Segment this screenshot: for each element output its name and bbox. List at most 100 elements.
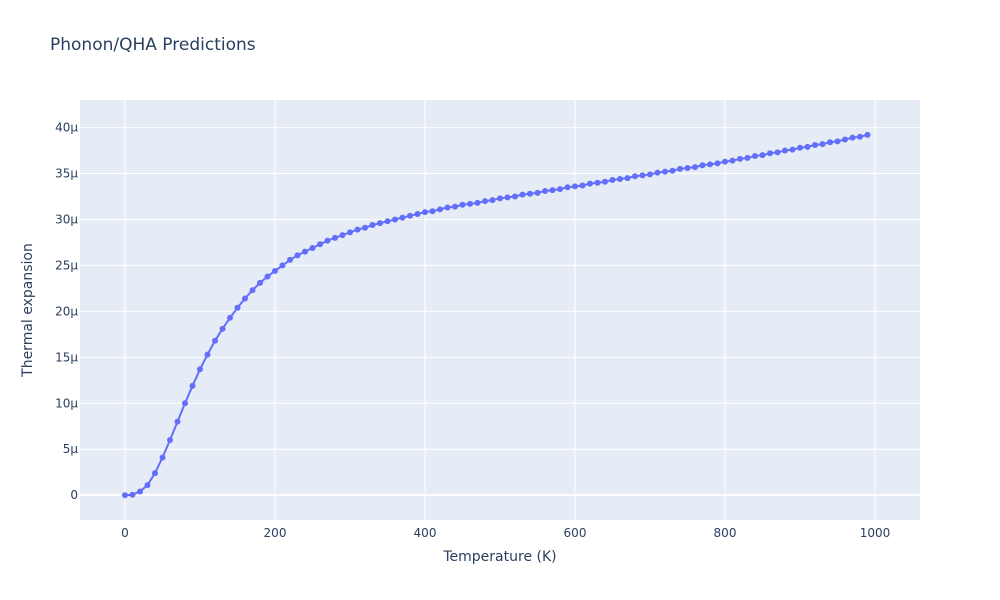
data-point xyxy=(174,418,181,425)
data-point xyxy=(324,237,331,244)
y-axis-ticks: 0 5μ 10μ 15μ 20μ 25μ 30μ 35μ 40μ xyxy=(55,121,78,503)
data-point xyxy=(302,248,308,255)
data-point xyxy=(197,366,203,373)
data-point xyxy=(129,491,136,498)
data-point xyxy=(624,175,631,182)
data-point xyxy=(737,155,743,162)
data-point xyxy=(242,295,248,302)
data-point xyxy=(167,437,173,444)
data-point xyxy=(429,208,436,215)
x-tick-label: 1000 xyxy=(860,526,891,540)
data-point xyxy=(684,165,691,172)
data-point xyxy=(497,195,503,202)
grid-lines xyxy=(80,100,920,520)
data-point xyxy=(504,194,511,201)
data-point xyxy=(212,337,218,344)
data-point xyxy=(272,267,278,274)
data-point xyxy=(354,226,361,233)
data-point xyxy=(309,244,316,251)
data-point xyxy=(647,171,653,178)
data-point xyxy=(459,201,466,208)
data-point xyxy=(467,200,473,207)
data-point xyxy=(812,142,818,149)
data-point xyxy=(564,184,571,191)
data-point xyxy=(234,304,241,311)
data-point xyxy=(774,149,781,156)
data-point xyxy=(722,158,728,165)
data-point xyxy=(557,186,563,193)
data-point xyxy=(744,154,751,161)
data-point xyxy=(377,220,383,227)
data-point xyxy=(782,147,788,154)
x-tick-label: 800 xyxy=(714,526,737,540)
y-tick-label: 10μ xyxy=(55,396,78,410)
data-point xyxy=(159,454,166,461)
data-point xyxy=(407,212,413,219)
data-point xyxy=(804,143,811,150)
data-point xyxy=(144,482,151,489)
data-point xyxy=(759,152,766,159)
data-point xyxy=(767,150,773,157)
data-point xyxy=(122,492,128,499)
data-point xyxy=(819,141,826,148)
data-point xyxy=(399,214,406,221)
data-point xyxy=(519,191,526,198)
data-point xyxy=(437,206,443,213)
data-point xyxy=(287,256,293,263)
data-point xyxy=(797,144,803,151)
data-point xyxy=(669,167,676,174)
data-point xyxy=(707,161,713,168)
data-point xyxy=(219,325,226,332)
data-point xyxy=(279,262,286,269)
data-point xyxy=(632,173,638,180)
data-point xyxy=(257,279,263,286)
y-tick-label: 35μ xyxy=(55,167,78,181)
data-point xyxy=(549,187,556,194)
y-axis-title: Thermal expansion xyxy=(20,243,36,378)
plot-area xyxy=(80,100,920,520)
data-point xyxy=(729,157,736,164)
data-point xyxy=(692,164,698,171)
data-point xyxy=(182,400,188,407)
data-point xyxy=(587,180,593,187)
series-line xyxy=(124,133,868,497)
data-point xyxy=(204,351,211,358)
data-point xyxy=(264,273,271,280)
data-point xyxy=(414,210,421,217)
data-point xyxy=(842,136,848,143)
x-axis-title: Temperature (K) xyxy=(442,549,556,565)
data-point xyxy=(857,133,863,140)
data-point xyxy=(662,168,668,175)
y-tick-label: 20μ xyxy=(55,304,78,318)
data-point xyxy=(527,190,533,197)
series-layer xyxy=(122,131,871,499)
data-point xyxy=(249,287,256,294)
data-point xyxy=(392,216,398,223)
y-tick-label: 5μ xyxy=(63,442,79,456)
data-point xyxy=(714,160,721,167)
y-tick-label: 15μ xyxy=(55,350,78,364)
data-point xyxy=(152,470,158,477)
data-point xyxy=(617,176,623,183)
data-point xyxy=(332,234,338,241)
x-axis-ticks: 0 200 400 600 800 1000 xyxy=(121,526,890,540)
data-point xyxy=(602,178,608,185)
data-point xyxy=(339,232,346,239)
x-tick-label: 400 xyxy=(414,526,437,540)
data-point xyxy=(369,221,376,228)
data-point xyxy=(482,198,488,205)
data-point xyxy=(189,382,196,389)
data-point xyxy=(137,488,143,495)
data-point xyxy=(827,139,833,146)
data-point xyxy=(474,199,481,206)
data-point xyxy=(384,218,391,225)
x-tick-label: 0 xyxy=(121,526,129,540)
data-point xyxy=(677,165,683,172)
data-point xyxy=(834,138,841,145)
data-point xyxy=(572,183,578,190)
y-tick-label: 25μ xyxy=(55,258,78,272)
data-point xyxy=(444,204,451,211)
data-point xyxy=(362,224,368,231)
data-point xyxy=(422,209,428,216)
